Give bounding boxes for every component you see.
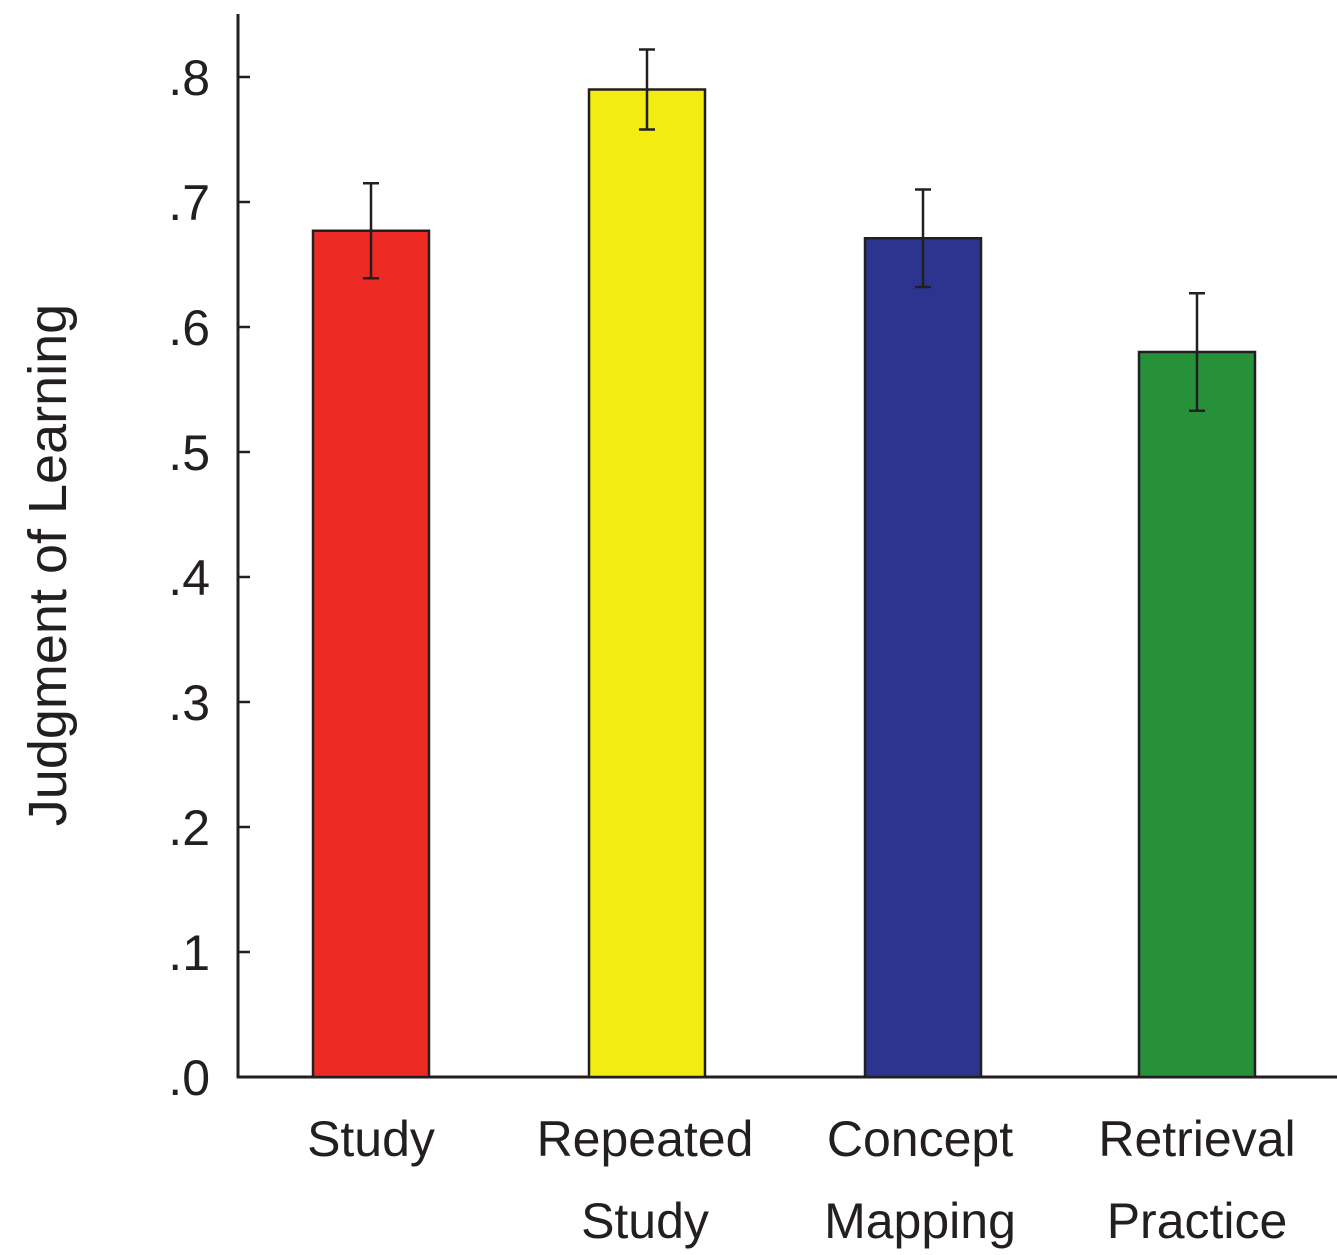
bar [313,231,429,1077]
y-tick-label: .7 [168,175,210,231]
bar [1139,352,1255,1077]
x-category-label: Retrieval [1098,1111,1295,1167]
y-tick-label: .4 [168,550,210,606]
y-tick-label: .1 [168,925,210,981]
x-category-label: Study [307,1111,435,1167]
y-tick-label: .5 [168,425,210,481]
x-category-label: Mapping [824,1193,1016,1249]
x-category-label: Practice [1107,1193,1288,1249]
x-category-label: Concept [827,1111,1013,1167]
error-bars [363,50,1205,411]
x-category-label: Repeated [537,1111,754,1167]
y-tick-label: .0 [168,1050,210,1106]
x-axis-labels: Study Repeated Study Concept Mapping Retrieva… [307,1111,1296,1249]
y-tick-label: .6 [168,300,210,356]
x-category-label: Study [581,1193,709,1249]
y-axis-title: Judgment of Learning [18,304,78,826]
bars [313,90,1255,1078]
bar [865,238,981,1077]
y-tick-label: .2 [168,800,210,856]
y-tick-label: .8 [168,50,210,106]
bar [589,90,705,1078]
y-tick-label: .3 [168,675,210,731]
